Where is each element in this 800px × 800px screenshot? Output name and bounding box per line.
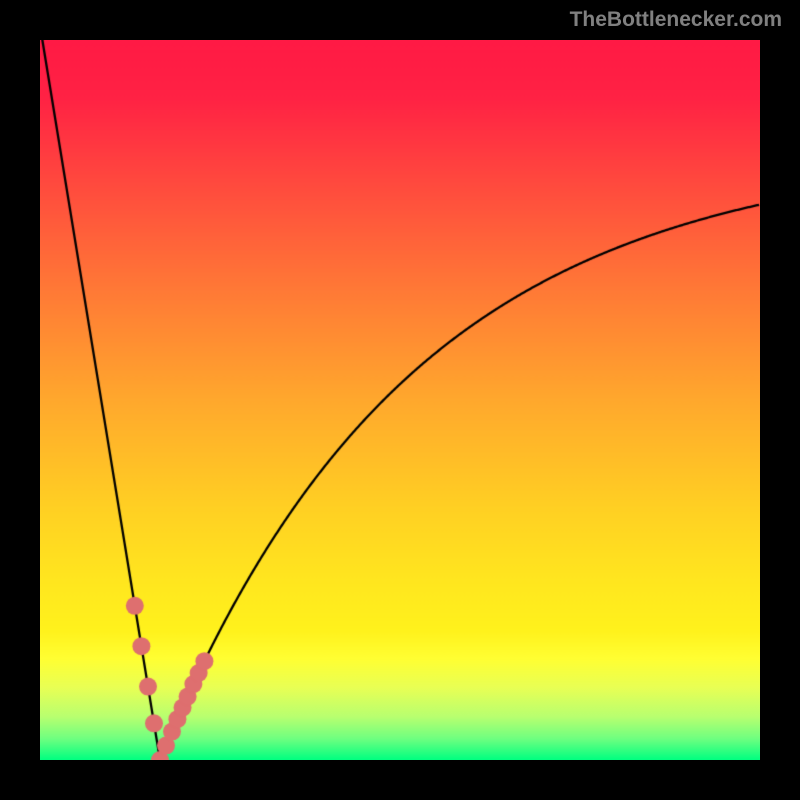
chart-outer-frame: TheBottlenecker.com <box>0 0 800 800</box>
watermark-text: TheBottlenecker.com <box>570 8 782 32</box>
bottleneck-chart-canvas <box>40 40 760 760</box>
